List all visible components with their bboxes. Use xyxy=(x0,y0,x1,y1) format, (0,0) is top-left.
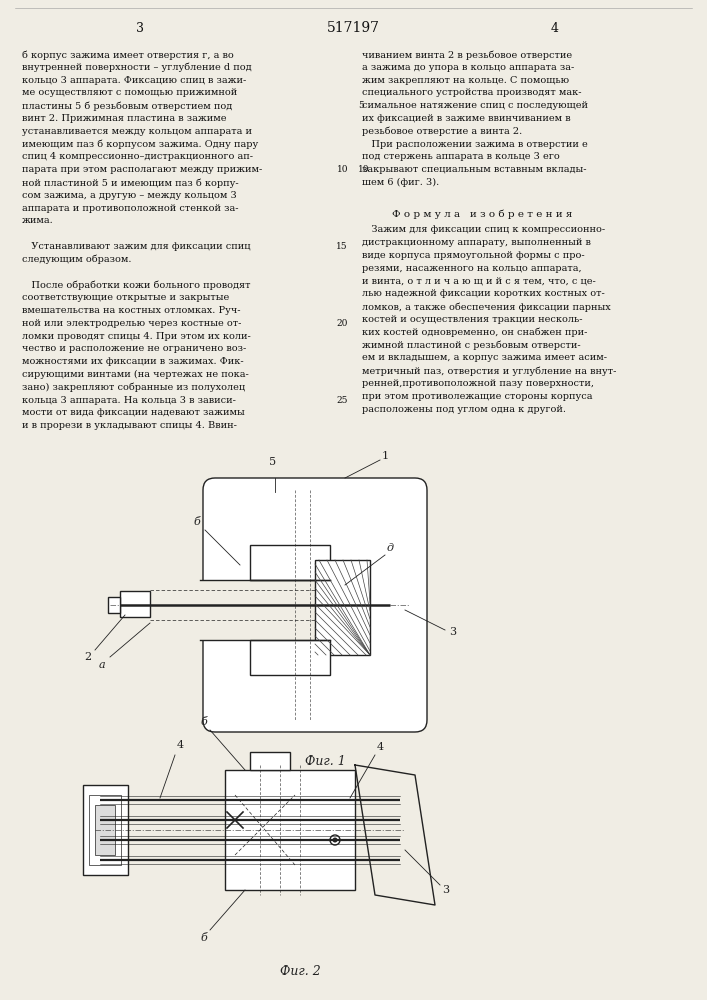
Text: шем 6 (фиг. 3).: шем 6 (фиг. 3). xyxy=(362,178,439,187)
Text: ем и вкладышем, а корпус зажима имеет асим-: ем и вкладышем, а корпус зажима имеет ас… xyxy=(362,353,607,362)
Text: Фиг. 2: Фиг. 2 xyxy=(280,965,320,978)
Text: 3: 3 xyxy=(450,627,457,637)
Text: пластины 5 б резьбовым отверстием под: пластины 5 б резьбовым отверстием под xyxy=(22,101,233,111)
Text: соответствующие открытые и закрытые: соответствующие открытые и закрытые xyxy=(22,293,229,302)
Text: ной пластиной 5 и имеющим паз б корпу-: ной пластиной 5 и имеющим паз б корпу- xyxy=(22,178,239,188)
Text: Фиг. 1: Фиг. 1 xyxy=(305,755,346,768)
Text: 10: 10 xyxy=(337,165,348,174)
Text: ной или электродрелью через костные от-: ной или электродрелью через костные от- xyxy=(22,319,241,328)
Text: виде корпуса прямоугольной формы с про-: виде корпуса прямоугольной формы с про- xyxy=(362,251,585,260)
Text: ренней,противоположной пазу поверхности,: ренней,противоположной пазу поверхности, xyxy=(362,379,594,388)
Text: имеющим паз б корпусом зажима. Одну пару: имеющим паз б корпусом зажима. Одну пару xyxy=(22,140,258,149)
Bar xyxy=(108,597,120,613)
Text: вмешательства на костных отломках. Руч-: вмешательства на костных отломках. Руч- xyxy=(22,306,240,315)
Text: парата при этом располагают между прижим-: парата при этом располагают между прижим… xyxy=(22,165,262,174)
Text: 3: 3 xyxy=(443,885,450,895)
Text: Ф о р м у л а   и з о б р е т е н и я: Ф о р м у л а и з о б р е т е н и я xyxy=(392,210,573,219)
Bar xyxy=(225,770,355,890)
Text: сом зажима, а другую – между кольцом 3: сом зажима, а другую – между кольцом 3 xyxy=(22,191,237,200)
Text: костей и осуществления тракции несколь-: костей и осуществления тракции несколь- xyxy=(362,315,583,324)
Text: 4: 4 xyxy=(177,740,184,750)
Text: Зажим для фиксации спиц к компрессионно-: Зажим для фиксации спиц к компрессионно- xyxy=(362,225,605,234)
Text: и в прорези в укладывают спицы 4. Ввин-: и в прорези в укладывают спицы 4. Ввин- xyxy=(22,421,237,430)
Text: их фиксацией в зажиме ввинчиванием в: их фиксацией в зажиме ввинчиванием в xyxy=(362,114,571,123)
Bar xyxy=(83,785,128,875)
Text: Устанавливают зажим для фиксации спиц: Устанавливают зажим для фиксации спиц xyxy=(22,242,250,251)
Text: ких костей одновременно, он снабжен при-: ких костей одновременно, он снабжен при- xyxy=(362,328,588,337)
Text: лью надежной фиксации коротких костных от-: лью надежной фиксации коротких костных о… xyxy=(362,289,604,298)
Text: 3: 3 xyxy=(136,21,144,34)
Text: 1: 1 xyxy=(382,451,389,461)
Bar xyxy=(250,752,290,770)
Bar xyxy=(95,805,115,855)
Text: ломки проводят спицы 4. При этом их коли-: ломки проводят спицы 4. При этом их коли… xyxy=(22,332,251,341)
Text: ломков, а также обеспечения фиксации парных: ломков, а также обеспечения фиксации пар… xyxy=(362,302,611,312)
Text: 25: 25 xyxy=(337,396,348,405)
Text: расположены под углом одна к другой.: расположены под углом одна к другой. xyxy=(362,405,566,414)
Text: После обработки кожи больного проводят: После обработки кожи больного проводят xyxy=(22,280,250,290)
Text: винт 2. Прижимная пластина в зажиме: винт 2. Прижимная пластина в зажиме xyxy=(22,114,226,123)
Text: 4: 4 xyxy=(376,742,384,752)
Text: кольца 3 аппарата. На кольца 3 в зависи-: кольца 3 аппарата. На кольца 3 в зависи- xyxy=(22,396,236,405)
Text: устанавливается между кольцом аппарата и: устанавливается между кольцом аппарата и xyxy=(22,127,252,136)
Text: б: б xyxy=(194,517,200,527)
Text: метричный паз, отверстия и углубление на внут-: метричный паз, отверстия и углубление на… xyxy=(362,366,617,376)
Bar xyxy=(250,545,330,580)
Text: б корпус зажима имеет отверстия г, а во: б корпус зажима имеет отверстия г, а во xyxy=(22,50,234,60)
Text: ме осуществляют с помощью прижимной: ме осуществляют с помощью прижимной xyxy=(22,88,238,97)
Text: дистракционному аппарату, выполненный в: дистракционному аппарату, выполненный в xyxy=(362,238,591,247)
Circle shape xyxy=(332,838,337,842)
Text: 5: 5 xyxy=(269,457,276,467)
Text: 10: 10 xyxy=(358,165,370,174)
Text: аппарата и противоположной стенкой за-: аппарата и противоположной стенкой за- xyxy=(22,204,238,213)
FancyBboxPatch shape xyxy=(203,478,427,732)
Text: б: б xyxy=(201,933,207,943)
Text: симальное натяжение спиц с последующей: симальное натяжение спиц с последующей xyxy=(362,101,588,110)
Text: 4: 4 xyxy=(551,21,559,34)
Bar xyxy=(250,640,330,675)
Text: чество и расположение не ограничено воз-: чество и расположение не ограничено воз- xyxy=(22,344,246,353)
Text: 2: 2 xyxy=(84,652,92,662)
Text: чиванием винта 2 в резьбовое отверстие: чиванием винта 2 в резьбовое отверстие xyxy=(362,50,572,60)
Text: 15: 15 xyxy=(337,242,348,251)
Bar xyxy=(89,795,121,865)
Text: 20: 20 xyxy=(337,319,348,328)
Text: следующим образом.: следующим образом. xyxy=(22,255,132,264)
Bar xyxy=(120,591,150,617)
Text: жимной пластиной с резьбовым отверсти-: жимной пластиной с резьбовым отверсти- xyxy=(362,341,580,350)
Text: спиц 4 компрессионно–дистракционного ап-: спиц 4 компрессионно–дистракционного ап- xyxy=(22,152,253,161)
Text: зано) закрепляют собранные из полухолец: зано) закрепляют собранные из полухолец xyxy=(22,383,245,392)
Text: жима.: жима. xyxy=(22,216,54,225)
Circle shape xyxy=(330,835,340,845)
Text: при этом противолежащие стороны корпуса: при этом противолежащие стороны корпуса xyxy=(362,392,592,401)
Text: специального устройства производят мак-: специального устройства производят мак- xyxy=(362,88,581,97)
Text: мости от вида фиксации надевают зажимы: мости от вида фиксации надевают зажимы xyxy=(22,408,245,417)
Text: кольцо 3 аппарата. Фиксацию спиц в зажи-: кольцо 3 аппарата. Фиксацию спиц в зажи- xyxy=(22,76,246,85)
Text: и винта, о т л и ч а ю щ и й с я тем, что, с це-: и винта, о т л и ч а ю щ и й с я тем, чт… xyxy=(362,277,596,286)
Text: а зажима до упора в кольцо аппарата за-: а зажима до упора в кольцо аппарата за- xyxy=(362,63,574,72)
Text: При расположении зажима в отверстии е: При расположении зажима в отверстии е xyxy=(362,140,588,149)
Bar xyxy=(200,580,330,640)
Text: д: д xyxy=(387,543,394,553)
Text: можностями их фиксации в зажимах. Фик-: можностями их фиксации в зажимах. Фик- xyxy=(22,357,244,366)
Text: 5: 5 xyxy=(358,101,364,110)
Bar xyxy=(315,560,370,655)
Text: закрывают специальным вставным вклады-: закрывают специальным вставным вклады- xyxy=(362,165,587,174)
Text: сирующими винтами (на чертежах не пока-: сирующими винтами (на чертежах не пока- xyxy=(22,370,249,379)
Text: резьбовое отверстие а винта 2.: резьбовое отверстие а винта 2. xyxy=(362,127,522,136)
Text: внутренней поверхности – углубление d под: внутренней поверхности – углубление d по… xyxy=(22,63,252,72)
Text: жим закрепляют на кольце. С помощью: жим закрепляют на кольце. С помощью xyxy=(362,76,569,85)
Text: б: б xyxy=(201,717,207,727)
Text: 517197: 517197 xyxy=(327,21,380,35)
Text: под стержень аппарата в кольце 3 его: под стержень аппарата в кольце 3 его xyxy=(362,152,560,161)
Text: резями, насаженного на кольцо аппарата,: резями, насаженного на кольцо аппарата, xyxy=(362,264,582,273)
Text: а: а xyxy=(99,660,105,670)
